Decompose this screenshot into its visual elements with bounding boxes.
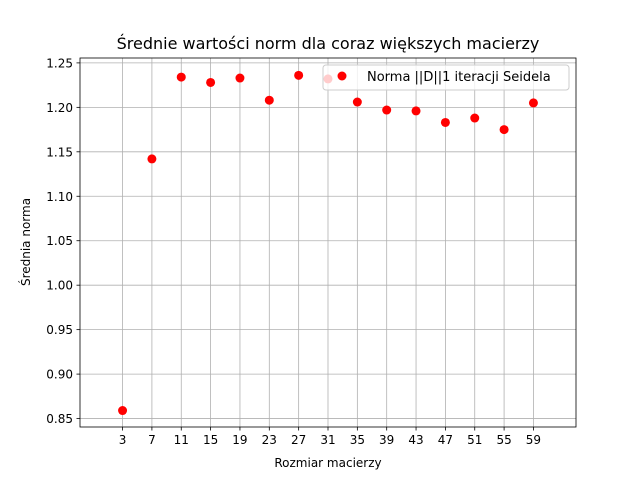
series-points: [118, 70, 538, 416]
chart-title: Średnie wartości norm dla coraz większyc…: [117, 34, 540, 53]
y-tick-label: 0.85: [46, 412, 73, 426]
x-tick-label: 43: [408, 433, 423, 447]
y-tick-label: 1.05: [46, 234, 73, 248]
x-axis-ticks: 3 7 11 15 19 23 27 31 35 39 43 47 51 55 59: [119, 427, 541, 447]
x-tick-label: 15: [203, 433, 218, 447]
x-tick-label: 31: [320, 433, 335, 447]
y-axis-label: Średnia norma: [18, 198, 33, 286]
data-point: [176, 72, 186, 82]
x-axis-label: Rozmiar macierzy: [274, 456, 381, 470]
y-tick-label: 1.10: [46, 190, 73, 204]
data-point: [528, 98, 538, 108]
y-tick-label: 1.25: [46, 56, 73, 70]
legend-box: [322, 64, 570, 91]
x-tick-label: 23: [262, 433, 277, 447]
y-axis-ticks: 0.85 0.90 0.95 1.00 1.05 1.10 1.15 1.20 1.25: [46, 56, 80, 426]
data-point: [411, 106, 421, 116]
data-point: [294, 70, 304, 80]
x-tick-label: 7: [148, 433, 156, 447]
x-tick-label: 51: [467, 433, 482, 447]
data-point: [440, 117, 450, 127]
x-tick-label: 35: [350, 433, 365, 447]
x-tick-label: 55: [496, 433, 511, 447]
x-tick-label: 27: [291, 433, 306, 447]
data-point: [235, 73, 245, 83]
x-tick-label: 3: [119, 433, 127, 447]
data-point: [382, 105, 392, 115]
x-tick-label: 59: [526, 433, 541, 447]
data-point: [118, 406, 128, 416]
legend-marker: [337, 71, 347, 81]
legend-label: Norma ||D||1 iteracji Seidela: [367, 70, 551, 85]
data-point: [352, 97, 362, 107]
y-tick-label: 1.15: [46, 145, 73, 159]
x-tick-label: 11: [174, 433, 189, 447]
y-tick-label: 0.95: [46, 323, 73, 337]
grid: [80, 58, 576, 427]
data-point: [470, 113, 480, 123]
y-tick-label: 1.20: [46, 101, 73, 115]
y-tick-label: 1.00: [46, 279, 73, 293]
x-tick-label: 19: [232, 433, 247, 447]
data-point: [147, 154, 157, 164]
data-point: [206, 77, 216, 87]
legend: Norma ||D||1 iteracji Seidela: [322, 64, 570, 91]
data-point: [264, 95, 274, 105]
data-point: [499, 125, 509, 135]
x-tick-label: 47: [438, 433, 453, 447]
x-tick-label: 39: [379, 433, 394, 447]
y-tick-label: 0.90: [46, 368, 73, 382]
